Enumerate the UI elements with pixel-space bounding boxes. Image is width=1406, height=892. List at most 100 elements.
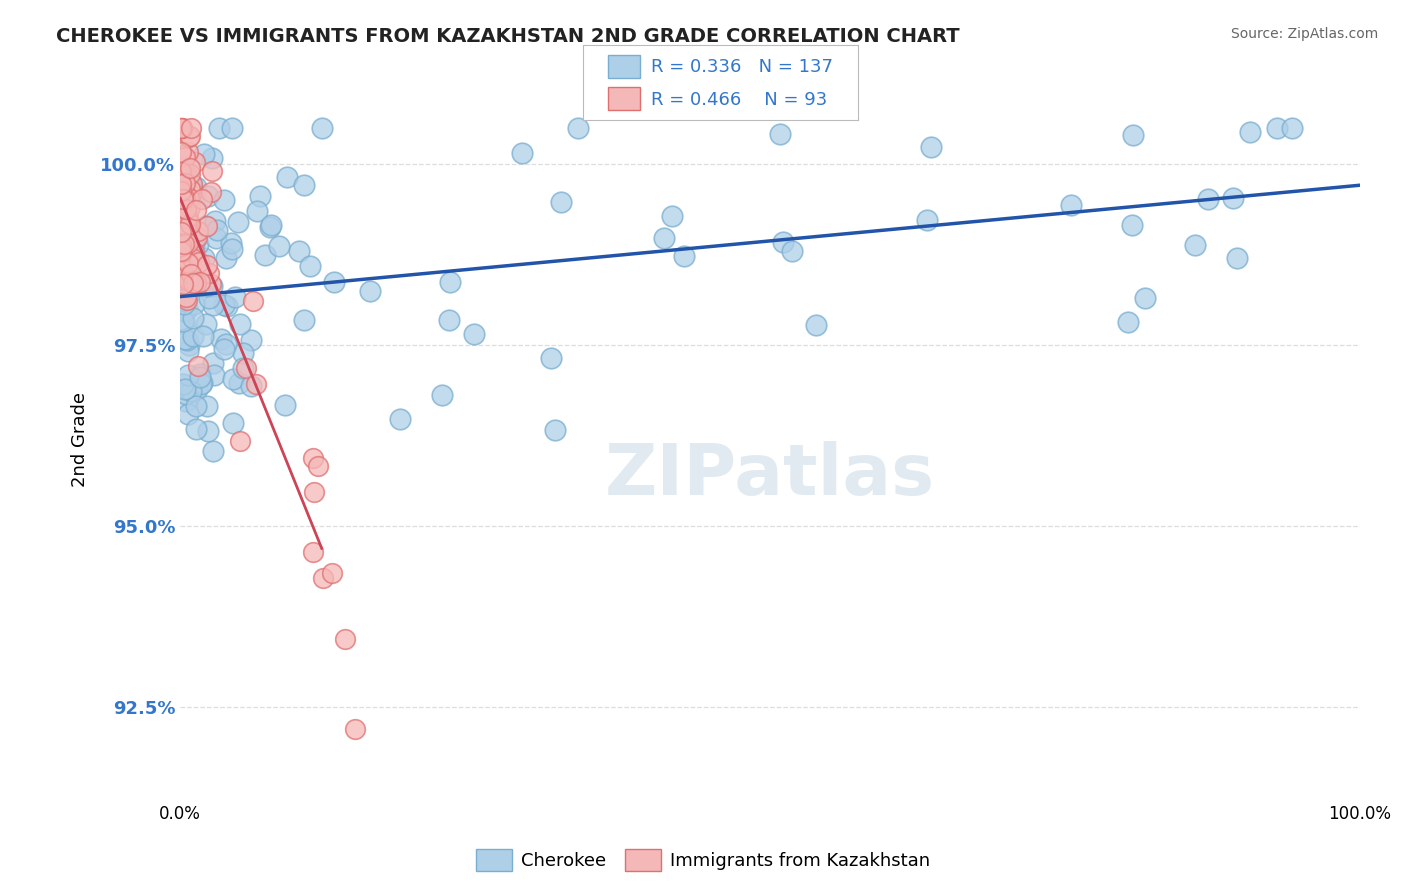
- Point: [307, 458, 329, 473]
- Point: [1239, 125, 1261, 139]
- Point: [463, 327, 485, 342]
- Point: [187, 224, 209, 238]
- Point: [437, 313, 460, 327]
- Point: [184, 202, 207, 217]
- Point: [184, 399, 207, 413]
- Point: [302, 545, 325, 559]
- Point: [288, 244, 311, 259]
- Point: [170, 121, 193, 136]
- Point: [176, 333, 198, 347]
- Point: [240, 333, 263, 347]
- Point: [170, 182, 193, 196]
- Point: [183, 297, 205, 311]
- Point: [269, 239, 291, 253]
- Point: [188, 368, 211, 382]
- Point: [172, 121, 194, 136]
- Point: [170, 226, 193, 240]
- Point: [170, 176, 193, 190]
- Point: [195, 318, 218, 332]
- Point: [177, 208, 200, 222]
- Point: [780, 244, 803, 259]
- Point: [172, 277, 194, 292]
- Point: [232, 361, 254, 376]
- Point: [183, 244, 205, 259]
- Point: [298, 259, 321, 273]
- Point: [215, 251, 238, 265]
- Point: [170, 121, 193, 136]
- Legend: Cherokee, Immigrants from Kazakhstan: Cherokee, Immigrants from Kazakhstan: [470, 842, 936, 879]
- Point: [173, 192, 195, 206]
- Point: [176, 256, 198, 270]
- Point: [197, 424, 219, 438]
- Point: [276, 170, 298, 185]
- Point: [170, 204, 193, 219]
- Point: [228, 376, 250, 390]
- Point: [184, 154, 207, 169]
- Point: [204, 214, 226, 228]
- Point: [176, 293, 198, 307]
- Point: [1281, 121, 1303, 136]
- Point: [183, 186, 205, 200]
- Point: [170, 184, 193, 198]
- Point: [184, 277, 207, 291]
- Point: [915, 213, 938, 227]
- Point: [430, 388, 453, 402]
- Point: [186, 229, 208, 244]
- Point: [259, 220, 281, 235]
- Point: [172, 245, 194, 260]
- Point: [188, 370, 211, 384]
- Point: [1197, 192, 1219, 206]
- Point: [177, 236, 200, 251]
- Point: [172, 164, 194, 178]
- Point: [174, 187, 197, 202]
- Point: [540, 351, 562, 365]
- Point: [191, 193, 214, 207]
- Point: [170, 170, 193, 185]
- Point: [1184, 237, 1206, 252]
- Point: [260, 218, 283, 232]
- Point: [177, 190, 200, 204]
- Point: [174, 219, 197, 233]
- Point: [187, 359, 209, 374]
- Point: [181, 234, 204, 248]
- Point: [170, 225, 193, 239]
- Point: [333, 632, 356, 646]
- Text: ZIPatlas: ZIPatlas: [605, 441, 935, 509]
- Point: [173, 205, 195, 219]
- Text: CHEROKEE VS IMMIGRANTS FROM KAZAKHSTAN 2ND GRADE CORRELATION CHART: CHEROKEE VS IMMIGRANTS FROM KAZAKHSTAN 2…: [56, 27, 960, 45]
- Point: [173, 236, 195, 251]
- Point: [239, 379, 262, 393]
- Point: [180, 384, 202, 398]
- Point: [229, 434, 252, 448]
- Point: [274, 398, 297, 412]
- Point: [439, 275, 461, 289]
- Point: [173, 332, 195, 346]
- Point: [229, 317, 252, 331]
- Point: [191, 329, 214, 343]
- Point: [170, 255, 193, 269]
- Point: [170, 245, 193, 260]
- Point: [1122, 128, 1144, 143]
- Point: [1060, 197, 1083, 211]
- Point: [181, 247, 204, 261]
- Point: [180, 186, 202, 201]
- Point: [170, 180, 193, 194]
- Point: [176, 198, 198, 212]
- Point: [1121, 218, 1143, 232]
- Point: [180, 234, 202, 248]
- Point: [344, 723, 367, 737]
- Point: [195, 219, 218, 233]
- Point: [222, 372, 245, 386]
- Point: [170, 239, 193, 253]
- Point: [246, 204, 269, 219]
- Point: [193, 252, 215, 266]
- Point: [179, 200, 201, 214]
- Point: [177, 337, 200, 351]
- Point: [772, 235, 794, 250]
- Point: [550, 194, 572, 209]
- Point: [202, 298, 225, 312]
- Point: [312, 571, 335, 585]
- Point: [174, 394, 197, 409]
- Point: [170, 213, 193, 227]
- Point: [172, 192, 194, 206]
